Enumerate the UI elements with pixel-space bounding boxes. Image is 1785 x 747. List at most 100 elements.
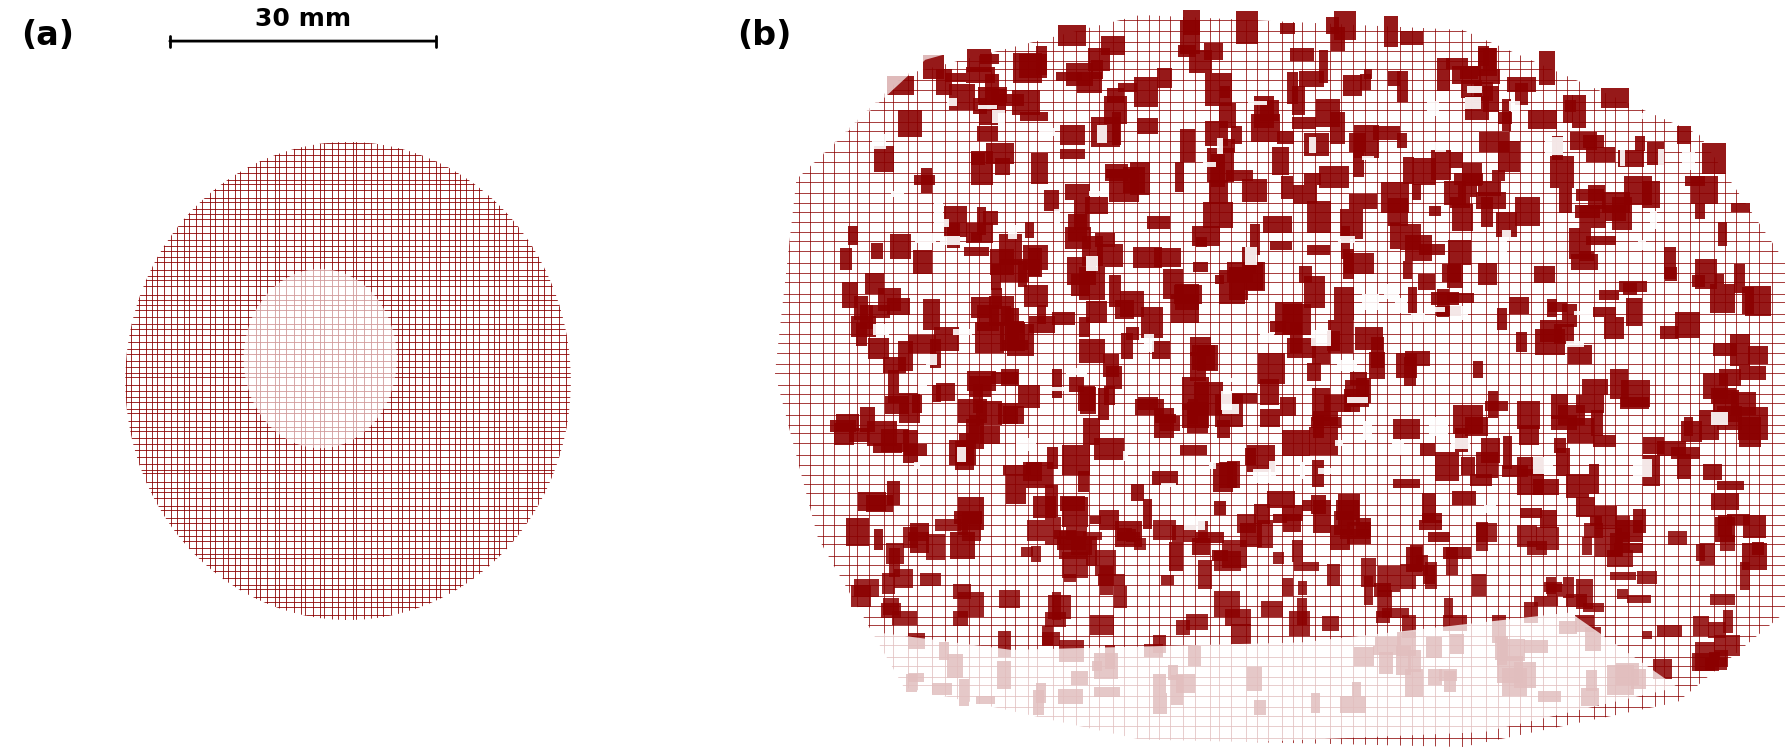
Bar	[1524, 640, 1548, 653]
Bar	[1066, 527, 1087, 540]
Bar	[851, 316, 876, 337]
Bar	[1473, 574, 1485, 596]
Bar	[1528, 110, 1557, 129]
Bar	[882, 429, 909, 452]
Bar	[1126, 529, 1137, 542]
Bar	[971, 297, 991, 318]
Bar	[1496, 212, 1517, 237]
Bar	[894, 569, 914, 589]
Bar	[1492, 170, 1505, 182]
Bar	[1621, 397, 1649, 409]
Bar	[887, 543, 905, 563]
Bar	[1330, 112, 1344, 144]
Bar	[1226, 262, 1253, 282]
Bar	[1444, 181, 1465, 205]
Bar	[1408, 287, 1417, 313]
Bar	[1519, 508, 1542, 518]
Polygon shape	[753, 15, 1087, 209]
Bar	[841, 248, 853, 270]
Bar	[1253, 96, 1274, 128]
Bar	[1740, 562, 1749, 590]
Bar	[1681, 152, 1696, 170]
Bar	[1001, 306, 1010, 325]
Bar	[1357, 378, 1371, 403]
Bar	[1348, 522, 1371, 545]
Bar	[1071, 539, 1092, 554]
Bar	[1419, 244, 1444, 255]
Bar	[1169, 666, 1178, 681]
Bar	[1075, 200, 1089, 230]
Bar	[1476, 522, 1489, 551]
Bar	[1219, 103, 1235, 128]
Bar	[1217, 138, 1223, 155]
Bar	[1087, 536, 1098, 565]
Bar	[1105, 164, 1128, 182]
Bar	[1478, 46, 1489, 66]
Bar	[1399, 224, 1421, 250]
Bar	[1326, 17, 1339, 34]
Bar	[1117, 528, 1132, 540]
Bar	[1492, 616, 1507, 643]
Bar	[1548, 300, 1557, 317]
Bar	[1426, 101, 1439, 116]
Bar	[1389, 223, 1399, 249]
Bar	[1714, 635, 1740, 657]
Bar	[1576, 579, 1592, 609]
Bar	[1719, 223, 1728, 246]
Bar	[1048, 595, 1071, 619]
Bar	[1540, 510, 1557, 528]
Bar	[1546, 577, 1555, 594]
Bar	[1564, 577, 1574, 598]
Bar	[1421, 443, 1435, 456]
Bar	[1699, 409, 1719, 440]
Bar	[1551, 415, 1578, 430]
Bar	[1333, 287, 1355, 320]
Bar	[1341, 529, 1369, 539]
Bar	[1398, 133, 1407, 148]
Bar	[1319, 50, 1328, 83]
Bar	[1034, 690, 1044, 716]
Bar	[1117, 533, 1141, 541]
Bar	[860, 305, 873, 329]
Bar	[1062, 497, 1087, 527]
Bar	[1355, 327, 1383, 350]
Bar	[1141, 307, 1162, 338]
Bar	[1267, 492, 1294, 508]
Bar	[1678, 454, 1690, 479]
Bar	[1590, 410, 1603, 436]
Bar	[1187, 614, 1208, 630]
Bar	[1585, 147, 1615, 163]
Bar	[1524, 602, 1539, 624]
Bar	[1282, 577, 1292, 596]
Bar	[1585, 627, 1601, 651]
Bar	[992, 110, 1005, 123]
Bar	[1617, 589, 1628, 598]
Bar	[1219, 462, 1237, 489]
Bar	[1599, 291, 1619, 300]
Bar	[1078, 267, 1105, 300]
Bar	[1032, 546, 1041, 562]
Bar	[1746, 286, 1771, 316]
Bar	[1601, 87, 1630, 108]
Bar	[976, 306, 1000, 330]
Bar	[991, 249, 1014, 276]
Bar	[1396, 645, 1412, 675]
Bar	[1260, 333, 1274, 343]
Bar	[1035, 46, 1046, 75]
Bar	[1508, 297, 1528, 314]
Bar	[1474, 82, 1492, 102]
Bar	[907, 675, 917, 692]
Bar	[1003, 406, 1025, 424]
Bar	[1312, 411, 1337, 427]
Bar	[917, 376, 926, 394]
Bar	[1501, 639, 1524, 660]
Bar	[1273, 147, 1289, 175]
Bar	[1098, 125, 1107, 143]
Bar	[1458, 185, 1478, 197]
Bar	[1478, 263, 1498, 285]
Bar	[1731, 202, 1749, 212]
Bar	[923, 300, 941, 330]
Bar	[1089, 191, 1108, 196]
Bar	[1449, 152, 1464, 168]
Bar	[1301, 500, 1312, 511]
